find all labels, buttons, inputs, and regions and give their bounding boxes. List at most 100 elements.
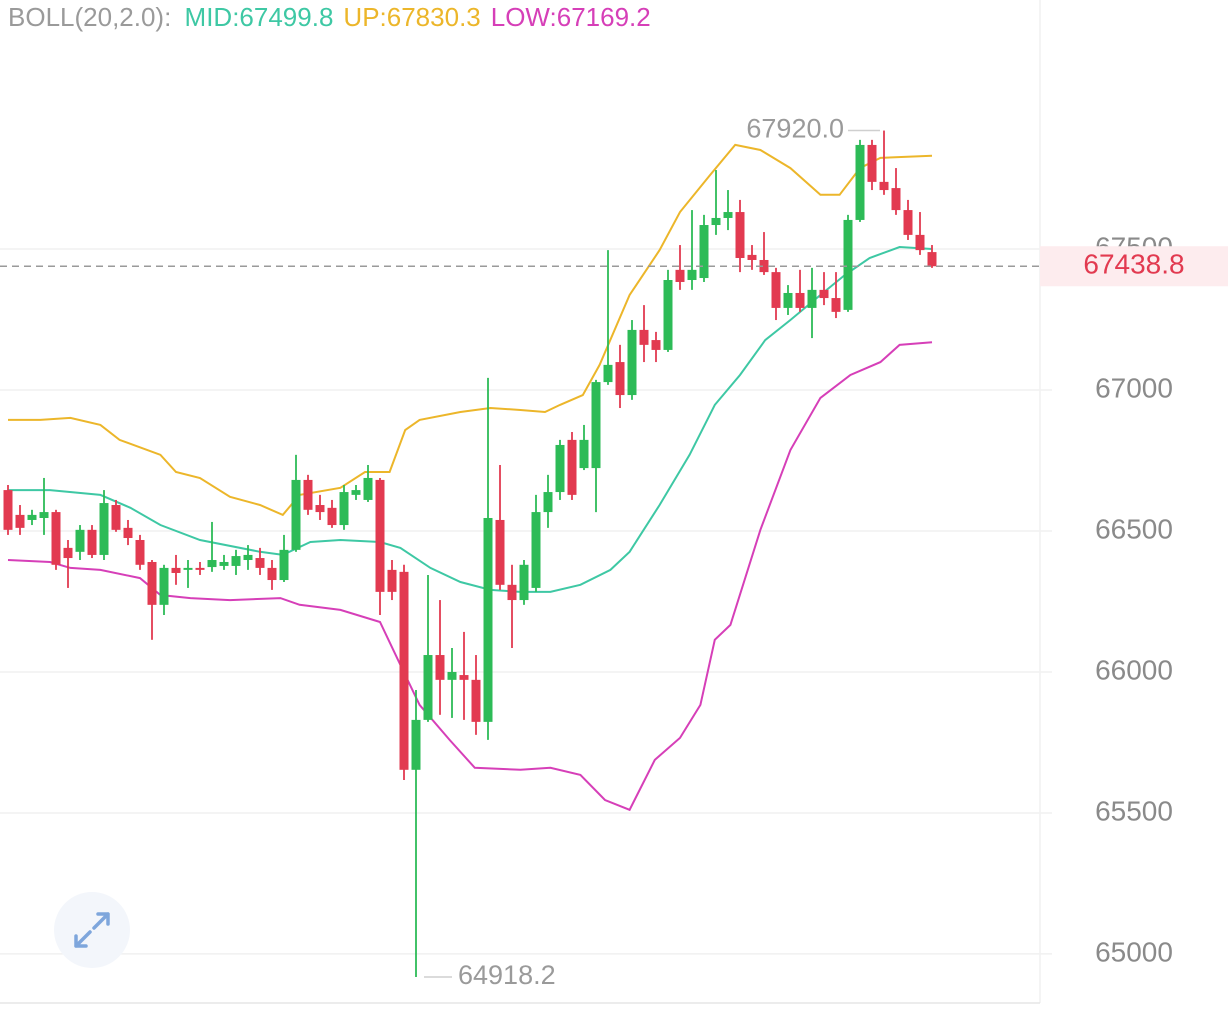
candle-body bbox=[99, 503, 109, 555]
candle-body bbox=[411, 719, 421, 770]
y-tick-label: 66500 bbox=[1095, 513, 1173, 544]
candle-body bbox=[255, 558, 265, 568]
legend: BOLL(20,2.0): MID:67499.8 UP:67830.3 LOW:6… bbox=[8, 0, 661, 34]
candle-body bbox=[363, 477, 373, 500]
candle-body bbox=[315, 505, 325, 513]
candle-body bbox=[843, 219, 853, 310]
candle-body bbox=[675, 269, 685, 282]
candle-body bbox=[459, 675, 469, 680]
candle-body bbox=[123, 527, 133, 539]
low-label: 64918.2 bbox=[458, 960, 556, 990]
candle-body bbox=[219, 561, 229, 566]
candle-body bbox=[711, 217, 721, 226]
candle-body bbox=[759, 259, 769, 273]
legend-entry: MID:67499.8 bbox=[184, 2, 334, 32]
candle-body bbox=[543, 492, 553, 513]
candle-body bbox=[75, 529, 85, 552]
candle-body bbox=[579, 439, 589, 469]
candle-body bbox=[519, 564, 529, 601]
y-tick-label: 65500 bbox=[1095, 795, 1173, 826]
candle-body bbox=[303, 479, 313, 510]
candle-body bbox=[687, 269, 697, 281]
candle-body bbox=[747, 254, 757, 260]
candle-body bbox=[183, 567, 193, 570]
band-line bbox=[8, 143, 933, 517]
candle-body bbox=[663, 280, 673, 350]
last-price-box bbox=[1040, 246, 1228, 287]
candle-body bbox=[327, 507, 337, 526]
candle-body bbox=[3, 490, 13, 530]
candle-body bbox=[699, 225, 709, 279]
y-tick-label: 67000 bbox=[1095, 372, 1173, 403]
candle-body bbox=[819, 289, 829, 299]
y-tick-label: 66000 bbox=[1095, 654, 1173, 685]
last-price-label: 67438.8 bbox=[1083, 249, 1184, 280]
candle-body bbox=[867, 144, 877, 182]
band-line bbox=[8, 245, 933, 593]
candle-body bbox=[735, 212, 745, 259]
candle-body bbox=[375, 479, 385, 592]
candle-body bbox=[855, 144, 865, 220]
legend-entry: UP:67830.3 bbox=[343, 2, 481, 32]
band-line bbox=[7, 341, 933, 812]
candle-body bbox=[531, 512, 541, 588]
candle-body bbox=[339, 492, 349, 526]
y-tick-label: 65000 bbox=[1095, 936, 1173, 967]
candle-body bbox=[771, 272, 781, 308]
candle-body bbox=[879, 181, 889, 191]
candle-body bbox=[231, 556, 241, 566]
candle-body bbox=[639, 329, 649, 345]
candle-body bbox=[795, 292, 805, 308]
candle-body bbox=[591, 382, 601, 469]
candle-body bbox=[483, 517, 493, 722]
candle-body bbox=[267, 567, 277, 581]
candle-body bbox=[207, 560, 217, 568]
candle-body bbox=[171, 567, 181, 573]
candle-body bbox=[291, 479, 301, 550]
candle-body bbox=[555, 444, 565, 493]
candle-body bbox=[507, 584, 517, 601]
candle-body bbox=[87, 529, 97, 555]
candle-body bbox=[627, 329, 637, 396]
candle-body bbox=[423, 655, 433, 720]
candle-body bbox=[567, 439, 577, 495]
candle-body bbox=[63, 547, 73, 559]
candle-body bbox=[159, 567, 169, 605]
candle-body bbox=[195, 567, 205, 570]
legend-entry: LOW:67169.2 bbox=[490, 2, 651, 32]
candle-body bbox=[807, 289, 817, 308]
high-label: 67920.0 bbox=[746, 114, 844, 144]
candle-body bbox=[723, 212, 733, 218]
candle-body bbox=[471, 679, 481, 722]
candle-body bbox=[603, 364, 613, 383]
candle-body bbox=[915, 234, 925, 251]
candle-body bbox=[51, 512, 61, 565]
candle-body bbox=[147, 561, 157, 605]
candle-body bbox=[135, 539, 145, 565]
candle-body bbox=[651, 340, 661, 350]
candle-body bbox=[39, 512, 49, 518]
candle-body bbox=[447, 671, 457, 680]
candle-body bbox=[15, 514, 25, 528]
candle-body bbox=[891, 188, 901, 211]
candle-body bbox=[387, 569, 397, 592]
candle-body bbox=[279, 549, 289, 581]
expand-button[interactable] bbox=[54, 892, 130, 968]
candle-body bbox=[783, 292, 793, 308]
candle-body bbox=[111, 505, 121, 530]
expand-button-bg[interactable] bbox=[54, 892, 130, 968]
indicator-label: BOLL(20,2.0): bbox=[8, 2, 172, 32]
candle-body bbox=[351, 490, 361, 495]
candle-body bbox=[435, 655, 445, 680]
candle-body bbox=[927, 252, 937, 267]
candle-body bbox=[399, 571, 409, 770]
expand-icon[interactable] bbox=[74, 912, 110, 948]
candle-body bbox=[27, 514, 37, 520]
candle-body bbox=[495, 519, 505, 585]
candle-body bbox=[831, 298, 841, 312]
candle-body bbox=[243, 554, 253, 561]
candle-body bbox=[903, 210, 913, 235]
candle-body bbox=[615, 362, 625, 396]
